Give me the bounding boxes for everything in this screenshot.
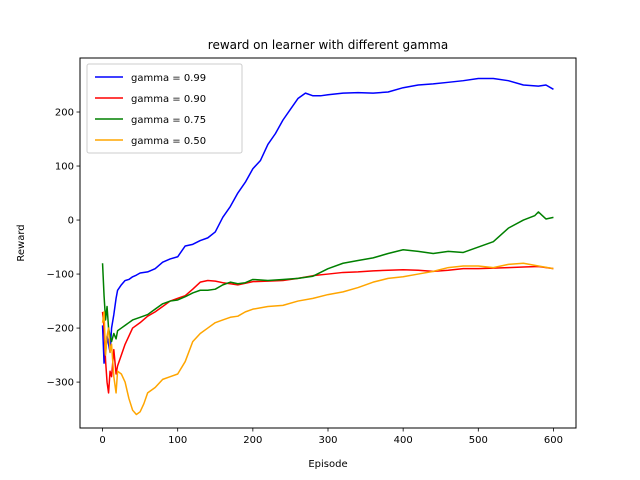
legend-label: gamma = 0.99: [131, 73, 206, 84]
y-axis-label: Reward: [16, 224, 27, 261]
chart-title: reward on learner with different gamma: [208, 38, 448, 52]
x-tick-label: 300: [318, 435, 337, 446]
legend-label: gamma = 0.75: [131, 115, 206, 126]
series-line-2: [101, 211, 554, 343]
y-tick-label: 0: [68, 216, 74, 227]
y-tick-label: 100: [55, 162, 74, 173]
plot-lines: [101, 77, 554, 416]
x-tick-label: 0: [99, 435, 105, 446]
x-tick-label: 600: [544, 435, 563, 446]
series-line-0: [101, 77, 554, 364]
series-line-1: [101, 265, 554, 394]
legend-box: [86, 63, 243, 154]
x-tick-label: 400: [394, 435, 413, 446]
y-axis-ticks: −300 −200 −100 0 100 200: [47, 108, 80, 389]
x-tick-label: 100: [168, 435, 187, 446]
x-tick-label: 500: [469, 435, 488, 446]
x-axis-ticks: 0 100 200 300 400 500 600: [99, 428, 563, 446]
x-axis-label: Episode: [308, 459, 347, 470]
legend-label: gamma = 0.50: [131, 136, 206, 147]
y-tick-label: −100: [47, 270, 74, 281]
y-tick-label: 200: [55, 108, 74, 119]
legend: gamma = 0.99 gamma = 0.90 gamma = 0.75 gamm…: [86, 63, 243, 154]
series-line-3: [101, 262, 554, 416]
y-tick-label: −200: [47, 324, 74, 335]
x-tick-label: 200: [243, 435, 262, 446]
y-tick-label: −300: [47, 378, 74, 389]
legend-label: gamma = 0.90: [131, 94, 206, 105]
